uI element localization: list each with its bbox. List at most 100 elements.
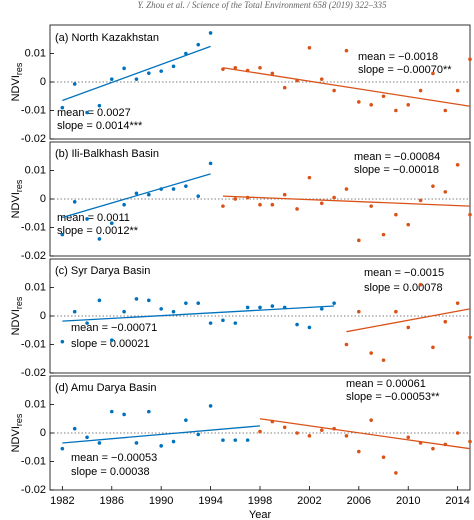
data-point: [468, 212, 472, 217]
data-point: [147, 409, 151, 414]
data-point: [369, 204, 373, 208]
data-point: [418, 198, 423, 203]
data-point: [270, 304, 275, 308]
annotation: mean = 0.00061: [346, 378, 426, 390]
data-point: [431, 446, 435, 451]
data-point: [406, 435, 411, 440]
data-point: [159, 444, 163, 448]
data-point: [357, 309, 361, 314]
x-tick-label: 2002: [297, 495, 321, 507]
data-point: [184, 301, 188, 305]
data-point: [221, 204, 225, 208]
data-point: [443, 319, 448, 324]
x-tick-label: 2010: [396, 495, 420, 507]
data-point: [97, 441, 102, 445]
panel-title: (b) Ili-Balkhash Basin: [55, 148, 159, 160]
data-point: [184, 184, 188, 188]
y-axis-label-sub: res: [14, 62, 24, 75]
data-point: [455, 88, 460, 93]
data-point: [60, 232, 65, 237]
y-tick-label: 0: [40, 76, 46, 88]
trend-line: [259, 418, 471, 450]
data-point: [233, 321, 238, 325]
data-point: [319, 201, 324, 206]
data-point: [109, 221, 114, 226]
data-point: [344, 48, 349, 53]
data-point: [159, 307, 163, 311]
y-tick-label: 0.01: [25, 281, 46, 293]
data-point: [159, 69, 163, 73]
x-tick-label: 2006: [347, 495, 371, 507]
y-axis-label-sub: res: [14, 179, 24, 192]
data-point: [307, 325, 312, 330]
x-tick-label: 1998: [248, 495, 272, 507]
y-tick-label: -0.01: [21, 455, 46, 467]
annotation: mean = −0.00053: [71, 452, 157, 464]
data-point: [134, 441, 139, 445]
data-point: [60, 446, 65, 451]
data-point: [60, 105, 65, 110]
trend-line: [62, 425, 261, 444]
data-point: [134, 297, 139, 301]
data-point: [295, 207, 299, 211]
panel-title: (a) North Kazakhstan: [55, 32, 159, 44]
trend-line: [62, 173, 211, 219]
data-point: [344, 187, 349, 191]
y-tick-label: 0.01: [25, 164, 46, 176]
y-tick-label: -0.01: [21, 221, 46, 233]
x-axis-label: Year: [249, 509, 272, 520]
data-point: [357, 238, 361, 243]
data-point: [97, 237, 102, 241]
data-point: [221, 318, 225, 323]
data-point: [159, 187, 163, 191]
data-point: [418, 441, 423, 445]
data-point: [122, 66, 126, 71]
data-point: [122, 412, 126, 417]
data-point: [208, 321, 213, 325]
data-point: [85, 110, 89, 115]
trend-line: [222, 67, 471, 107]
data-point: [406, 325, 411, 330]
data-point: [221, 438, 225, 442]
annotation: mean = 0.0011: [57, 212, 130, 224]
data-point: [394, 471, 398, 475]
data-point: [282, 425, 287, 430]
data-point: [357, 100, 361, 104]
data-point: [319, 307, 324, 311]
panel-title: (c) Syr Darya Basin: [55, 265, 150, 277]
data-point: [196, 301, 201, 305]
data-point: [394, 309, 398, 314]
trend-line: [62, 45, 211, 102]
data-point: [357, 449, 361, 454]
data-point: [443, 108, 448, 113]
y-axis-label-main: NDVI: [10, 75, 22, 101]
data-point: [369, 103, 373, 107]
data-point: [258, 305, 262, 310]
data-point: [381, 94, 386, 99]
y-axis-label-main: NDVI: [10, 309, 22, 335]
y-axis-label: NDVIres: [10, 296, 24, 335]
data-point: [270, 71, 275, 76]
data-point: [196, 42, 201, 47]
data-point: [134, 77, 139, 81]
data-point: [295, 322, 299, 327]
data-point: [233, 438, 238, 442]
data-point: [258, 202, 262, 207]
data-point: [418, 88, 423, 93]
data-point: [344, 342, 349, 347]
data-point: [72, 426, 77, 431]
y-axis-label-sub: res: [14, 413, 24, 426]
data-point: [258, 429, 262, 434]
y-tick-label: -0.02: [21, 484, 46, 496]
annotation: slope = −0.00018: [354, 164, 439, 176]
data-point: [147, 192, 151, 197]
annotation: mean = −0.0018: [358, 51, 438, 63]
y-axis-label: NDVIres: [10, 179, 24, 218]
data-point: [85, 217, 89, 221]
y-tick-label: 0.01: [25, 47, 46, 59]
data-point: [109, 338, 114, 343]
data-point: [406, 103, 411, 107]
data-point: [97, 298, 102, 303]
data-point: [455, 163, 460, 167]
data-point: [418, 282, 423, 287]
